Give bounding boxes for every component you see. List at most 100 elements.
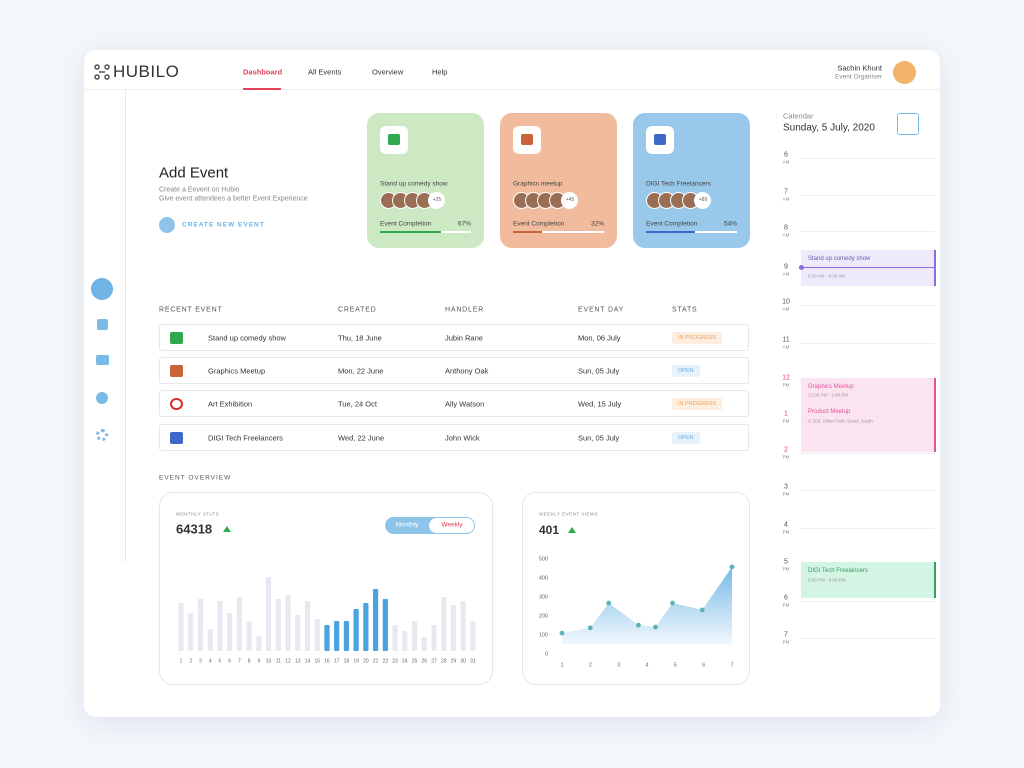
hour-line xyxy=(800,158,935,159)
calendar-icon[interactable] xyxy=(97,319,108,330)
cell: Wed, 15 July xyxy=(578,399,622,409)
help-icon[interactable] xyxy=(96,392,108,404)
hour: 5 xyxy=(784,558,788,566)
progress-value: 32% xyxy=(590,220,604,228)
cell: Art Exhibition xyxy=(208,399,253,409)
hour-period: AM xyxy=(782,271,790,277)
hour-period: AM xyxy=(782,306,790,312)
cell: Sun, 05 July xyxy=(578,366,620,376)
calendar-badge[interactable] xyxy=(897,113,919,135)
user-role: Event Organiser xyxy=(835,73,882,81)
toggle-knob xyxy=(429,518,474,533)
row-icon xyxy=(170,398,183,410)
hour-period: PM xyxy=(782,491,790,497)
table-row[interactable] xyxy=(159,357,749,384)
add-event-text: Give event attendees a better Event Expe… xyxy=(159,195,308,203)
nav-link[interactable]: Dashboard xyxy=(243,67,283,77)
home-icon[interactable] xyxy=(91,278,113,300)
hour-period: PM xyxy=(782,454,790,460)
hour: 3 xyxy=(784,483,788,491)
hour: 7 xyxy=(784,631,788,639)
create-button-icon[interactable] xyxy=(159,217,175,233)
settings-icon[interactable] xyxy=(96,429,108,441)
hour: 7 xyxy=(784,188,788,196)
hour-period: AM xyxy=(782,344,790,350)
status-badge: OPEN xyxy=(672,365,700,377)
hour-period: PM xyxy=(782,529,790,535)
event-title: Stand up comedy show xyxy=(808,256,871,262)
progress-track xyxy=(513,231,604,233)
cell: Thu, 18 June xyxy=(338,333,382,343)
hour-line xyxy=(800,528,935,529)
cell: Ally Watson xyxy=(445,399,485,409)
event-title: Graphics Meetup xyxy=(808,384,854,390)
card-title: Stand up comedy show xyxy=(380,180,448,188)
nav-underline xyxy=(243,88,281,90)
event-time: 5:00 PM - 6:00 PM xyxy=(808,577,846,583)
hour-line xyxy=(800,305,935,306)
chat-icon[interactable] xyxy=(96,355,109,365)
row-icon xyxy=(170,365,183,377)
cell: Sun, 05 July xyxy=(578,433,620,443)
calendar-event[interactable] xyxy=(801,250,936,286)
cell: Wed, 22 June xyxy=(338,433,385,443)
calendar-label: Calendar xyxy=(783,111,814,121)
toggle-option[interactable]: Weekly xyxy=(441,521,463,529)
cell: Stand up comedy show xyxy=(208,333,286,343)
hour: 9 xyxy=(784,263,788,271)
more-badge xyxy=(428,192,445,209)
nav-link[interactable]: All Events xyxy=(308,67,342,77)
hour-period: PM xyxy=(782,602,790,608)
row-icon xyxy=(170,432,183,444)
more-badge xyxy=(694,192,711,209)
event-time: C-203, Silver Park, Seoul, South xyxy=(808,418,873,424)
hour: 1 xyxy=(784,410,788,418)
hour: 10 xyxy=(782,298,790,306)
table-row[interactable] xyxy=(159,424,749,451)
hour-line xyxy=(800,453,935,454)
progress-fill xyxy=(513,231,543,233)
event-time: 12:00 PM - 1:00 PM xyxy=(808,392,849,398)
hour: 11 xyxy=(782,336,790,344)
calendar-event[interactable] xyxy=(801,562,936,598)
header-divider xyxy=(84,89,940,90)
toggle-option[interactable]: Monthly xyxy=(395,521,419,529)
table-header: STATS xyxy=(672,306,698,314)
now-line xyxy=(801,267,935,268)
event-time: 8:30 AM - 9:30 AM xyxy=(808,273,846,279)
card-title: Graphics meetup xyxy=(513,180,563,188)
hour-period: AM xyxy=(782,159,790,165)
hour: 12 xyxy=(782,374,790,382)
cell: Graphics Meetup xyxy=(208,366,266,376)
chart-total: 401 xyxy=(539,523,560,537)
add-event-text: Create a Eevent on Hubio xyxy=(159,186,240,194)
hour: 6 xyxy=(784,594,788,602)
cell: Jubin Rane xyxy=(445,333,483,343)
chart-card xyxy=(522,492,750,685)
cell: Tue, 24 Oct xyxy=(338,399,377,409)
row-icon xyxy=(170,332,183,344)
chart-label: WEEKLY EVENT VIEWS xyxy=(539,511,599,517)
hour-period: PM xyxy=(782,418,790,424)
logo-icon xyxy=(94,64,110,80)
hour: 4 xyxy=(784,521,788,529)
create-button[interactable]: CREATE NEW EVENT xyxy=(182,221,265,229)
card-title: DIGI Tech Freelancers xyxy=(646,180,711,188)
chart-label: MONTHLY STATS xyxy=(176,511,220,517)
trend-up xyxy=(223,526,231,532)
user-avatar[interactable] xyxy=(893,61,916,84)
card-icon-glyph xyxy=(521,134,533,145)
nav-link[interactable]: Help xyxy=(432,67,448,77)
table-row[interactable] xyxy=(159,324,749,351)
table-header: RECENT EVENT xyxy=(159,306,223,314)
nav-link[interactable]: Overview xyxy=(372,67,404,77)
event-title: Product Meetup xyxy=(808,409,851,415)
progress-label: Event Completion xyxy=(380,220,432,228)
hour-line xyxy=(800,231,935,232)
calendar-event[interactable] xyxy=(801,378,936,452)
now-dot xyxy=(799,265,804,270)
add-event-title: Add Event xyxy=(159,164,229,182)
table-row[interactable] xyxy=(159,390,749,417)
more-count: +89 xyxy=(698,197,708,203)
hour-period: PM xyxy=(782,639,790,645)
